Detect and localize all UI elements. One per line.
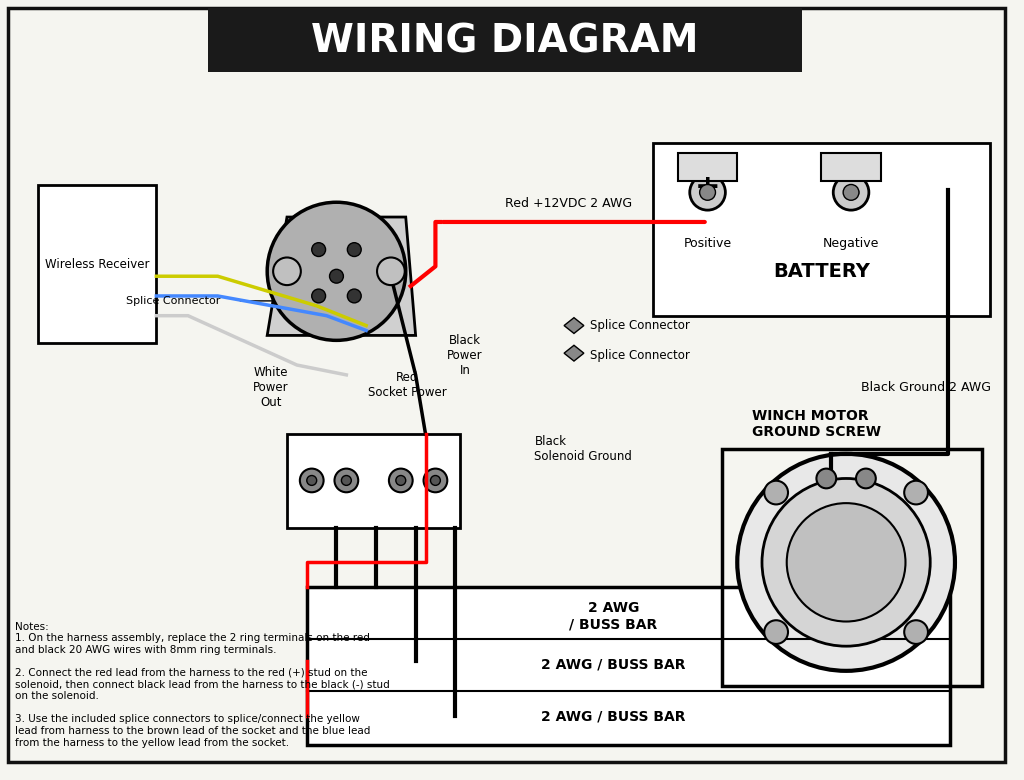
Text: Red +12VDC 2 AWG: Red +12VDC 2 AWG — [506, 197, 633, 210]
Circle shape — [690, 175, 725, 210]
Text: WIRING DIAGRAM: WIRING DIAGRAM — [311, 23, 698, 60]
Text: 2 AWG / BUSS BAR: 2 AWG / BUSS BAR — [542, 658, 686, 672]
Circle shape — [843, 185, 859, 200]
FancyBboxPatch shape — [287, 434, 460, 528]
Text: 2 AWG / BUSS BAR: 2 AWG / BUSS BAR — [542, 709, 686, 723]
Text: Positive: Positive — [683, 237, 731, 250]
Circle shape — [904, 620, 928, 644]
Circle shape — [816, 469, 837, 488]
Circle shape — [834, 175, 869, 210]
Polygon shape — [267, 217, 416, 335]
FancyBboxPatch shape — [653, 143, 989, 316]
Text: Black
Solenoid Ground: Black Solenoid Ground — [535, 435, 632, 463]
Circle shape — [311, 289, 326, 303]
Circle shape — [273, 257, 301, 285]
Circle shape — [737, 454, 955, 671]
FancyBboxPatch shape — [821, 153, 881, 180]
Circle shape — [904, 480, 928, 505]
Text: Wireless Receiver: Wireless Receiver — [45, 258, 150, 271]
FancyBboxPatch shape — [678, 153, 737, 180]
Circle shape — [764, 620, 788, 644]
Text: Splice Connector: Splice Connector — [590, 319, 690, 332]
Text: Notes:
1. On the harness assembly, replace the 2 ring terminals on the red
and b: Notes: 1. On the harness assembly, repla… — [14, 622, 389, 747]
Text: 2 AWG
/ BUSS BAR: 2 AWG / BUSS BAR — [569, 601, 657, 632]
Circle shape — [347, 289, 361, 303]
Circle shape — [377, 257, 404, 285]
FancyBboxPatch shape — [38, 186, 157, 343]
Text: BATTERY: BATTERY — [773, 262, 869, 281]
Text: Black
Power
In: Black Power In — [447, 334, 483, 377]
Circle shape — [330, 269, 343, 283]
Circle shape — [347, 243, 361, 257]
Circle shape — [699, 185, 716, 200]
Circle shape — [341, 476, 351, 485]
FancyBboxPatch shape — [208, 8, 802, 72]
Circle shape — [424, 469, 447, 492]
FancyBboxPatch shape — [307, 587, 950, 745]
Text: Red
Socket Power: Red Socket Power — [369, 370, 446, 399]
Circle shape — [300, 469, 324, 492]
Circle shape — [396, 476, 406, 485]
Polygon shape — [564, 346, 584, 361]
Text: −: − — [841, 180, 861, 204]
Text: Splice Connector: Splice Connector — [126, 296, 220, 306]
Text: WINCH MOTOR
GROUND SCREW: WINCH MOTOR GROUND SCREW — [752, 410, 881, 439]
Circle shape — [762, 478, 930, 646]
Circle shape — [786, 503, 905, 622]
Circle shape — [267, 202, 406, 340]
Polygon shape — [564, 317, 584, 334]
Text: Negative: Negative — [823, 237, 880, 250]
Circle shape — [856, 469, 876, 488]
Circle shape — [307, 476, 316, 485]
Circle shape — [311, 243, 326, 257]
Text: +: + — [694, 173, 720, 202]
Text: +: + — [698, 183, 717, 202]
Circle shape — [430, 476, 440, 485]
Text: White
Power
Out: White Power Out — [253, 366, 289, 410]
Text: Splice Connector: Splice Connector — [590, 349, 690, 362]
Circle shape — [335, 469, 358, 492]
Circle shape — [764, 480, 788, 505]
Text: Black Ground 2 AWG: Black Ground 2 AWG — [861, 381, 991, 394]
Circle shape — [389, 469, 413, 492]
